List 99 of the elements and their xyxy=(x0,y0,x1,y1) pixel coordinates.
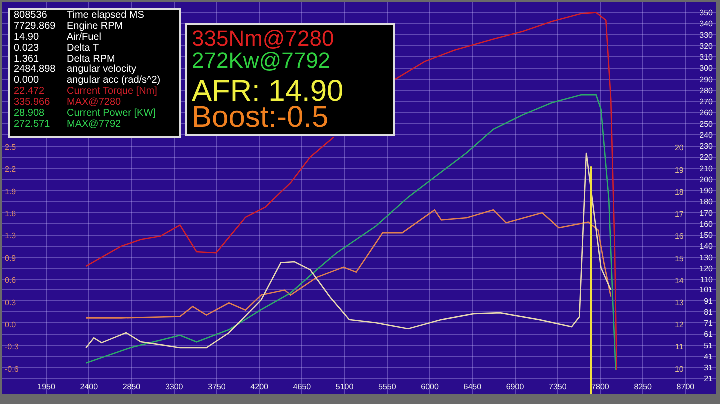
annotation: 1.361 xyxy=(14,54,40,65)
x-tick-label: 3750 xyxy=(208,382,226,392)
annotation: Current Power [KW] xyxy=(67,108,156,119)
line-series xyxy=(86,152,612,349)
y-tick-label: 0.6 xyxy=(5,276,17,286)
y2-tick-label: 61 xyxy=(704,330,714,340)
y2-tick-label: 220 xyxy=(700,153,714,162)
y2-tick-label: 210 xyxy=(700,164,714,174)
y3-tick-label: 17 xyxy=(674,210,684,220)
x-tick-label: 2400 xyxy=(80,382,99,392)
y-tick-label: -0.6 xyxy=(5,364,20,374)
y2-tick-label: 110 xyxy=(700,276,714,285)
y3-tick-label: 16 xyxy=(674,232,684,242)
y2-tick-label: 190 xyxy=(700,186,714,196)
y2-tick-label: 71 xyxy=(704,319,714,328)
y2-tick-label: 21 xyxy=(704,374,714,384)
y3-tick-label: 20 xyxy=(674,144,684,153)
y3-tick-label: 15 xyxy=(674,254,684,264)
y2-tick-label: 120 xyxy=(700,264,714,274)
annotation: angular acc (rad/s^2) xyxy=(67,75,161,86)
y2-tick-label: 200 xyxy=(700,175,714,184)
y2-tick-label: 310 xyxy=(700,53,714,62)
y2-tick-label: 250 xyxy=(700,120,714,129)
y-tick-label: 2.2 xyxy=(5,165,17,174)
annotation: MAX@7792 xyxy=(67,119,122,130)
x-tick-label: 5100 xyxy=(336,382,354,392)
y-tick-label: 1.9 xyxy=(5,187,17,196)
y-tick-label: 2.5 xyxy=(5,143,17,152)
x-tick-label: 1950 xyxy=(38,382,56,392)
y2-tick-label: 140 xyxy=(700,242,714,252)
annotation: 22.472 xyxy=(14,86,46,97)
x-tick-label: 7800 xyxy=(592,382,610,392)
y2-tick-label: 260 xyxy=(700,108,714,118)
line-series xyxy=(86,210,612,319)
y2-tick-label: 240 xyxy=(700,130,714,140)
annotation: 272.571 xyxy=(14,119,51,130)
y2-tick-label: 320 xyxy=(700,42,714,51)
y-tick-label: 0.3 xyxy=(5,298,17,308)
annotation: Current Torque [Nm] xyxy=(67,86,158,97)
y2-tick-label: 160 xyxy=(700,220,714,229)
y2-tick-label: 340 xyxy=(700,20,714,29)
annotation: 272Kw@7792 xyxy=(192,48,331,73)
y2-tick-label: 180 xyxy=(700,198,714,207)
annotation: Delta RPM xyxy=(67,54,116,65)
annotation: 14.90 xyxy=(14,32,40,43)
y3-tick-label: 14 xyxy=(674,276,684,286)
y2-tick-label: 101 xyxy=(700,286,714,295)
annotation: 0.023 xyxy=(14,43,40,54)
x-tick-label: 6450 xyxy=(464,382,482,392)
annotation: 7729.869 xyxy=(14,21,56,32)
y3-tick-label: 10 xyxy=(674,364,684,374)
x-tick-label: 8250 xyxy=(634,382,653,392)
y2-tick-label: 350 xyxy=(700,8,714,18)
y-tick-label: -0.3 xyxy=(5,342,20,352)
y-tick-label: 1.3 xyxy=(5,232,17,241)
annotation: 335Nm@7280 xyxy=(192,26,334,51)
annotation: 2484.898 xyxy=(14,64,56,75)
y2-tick-label: 81 xyxy=(704,308,714,317)
annotation: 28.908 xyxy=(14,108,46,119)
y2-tick-label: 230 xyxy=(700,142,714,152)
annotation: 808536 xyxy=(14,10,48,21)
annotation: angular velocity xyxy=(67,64,136,75)
y2-tick-label: 130 xyxy=(700,253,714,262)
y-tick-label: 0.9 xyxy=(5,254,17,263)
y-tick-label: 0.0 xyxy=(5,320,17,330)
x-tick-label: 2850 xyxy=(122,382,142,392)
y3-tick-label: 18 xyxy=(674,188,684,197)
x-tick-label: 7350 xyxy=(548,382,568,392)
annotation: MAX@7280 xyxy=(67,97,122,108)
annotation: Boost:-0.5 xyxy=(192,101,329,134)
x-tick-label: 5550 xyxy=(378,382,397,392)
y2-tick-label: 170 xyxy=(700,208,714,218)
x-tick-label: 8700 xyxy=(676,382,696,392)
annotation: 335.966 xyxy=(14,97,51,108)
y2-tick-label: 330 xyxy=(700,30,714,40)
y-tick-label: 1.6 xyxy=(5,210,17,219)
y2-tick-label: 51 xyxy=(704,341,714,350)
y2-tick-label: 150 xyxy=(700,231,714,240)
x-tick-label: 6900 xyxy=(506,382,525,392)
annotation: Engine RPM xyxy=(67,21,124,32)
y2-tick-label: 300 xyxy=(700,64,714,74)
x-tick-label: 6000 xyxy=(421,382,440,392)
x-tick-label: 3300 xyxy=(165,382,184,392)
y3-tick-label: 11 xyxy=(676,342,684,352)
y2-tick-label: 280 xyxy=(700,86,714,96)
y2-tick-label: 270 xyxy=(700,98,714,107)
y3-tick-label: 13 xyxy=(674,298,684,308)
annotation: Air/Fuel xyxy=(67,32,102,43)
x-tick-label: 4650 xyxy=(293,382,312,392)
annotation: Delta T xyxy=(67,43,100,54)
y3-tick-label: 12 xyxy=(674,320,684,330)
y2-tick-label: 41 xyxy=(704,352,714,362)
annotation: 0.000 xyxy=(14,75,40,86)
y2-tick-label: 91 xyxy=(704,296,714,306)
annotation: Time elapsed MS xyxy=(67,10,145,21)
x-tick-label: 4200 xyxy=(250,382,270,392)
y3-tick-label: 19 xyxy=(674,166,684,175)
y2-tick-label: 31 xyxy=(704,364,714,373)
y2-tick-label: 290 xyxy=(700,75,714,84)
